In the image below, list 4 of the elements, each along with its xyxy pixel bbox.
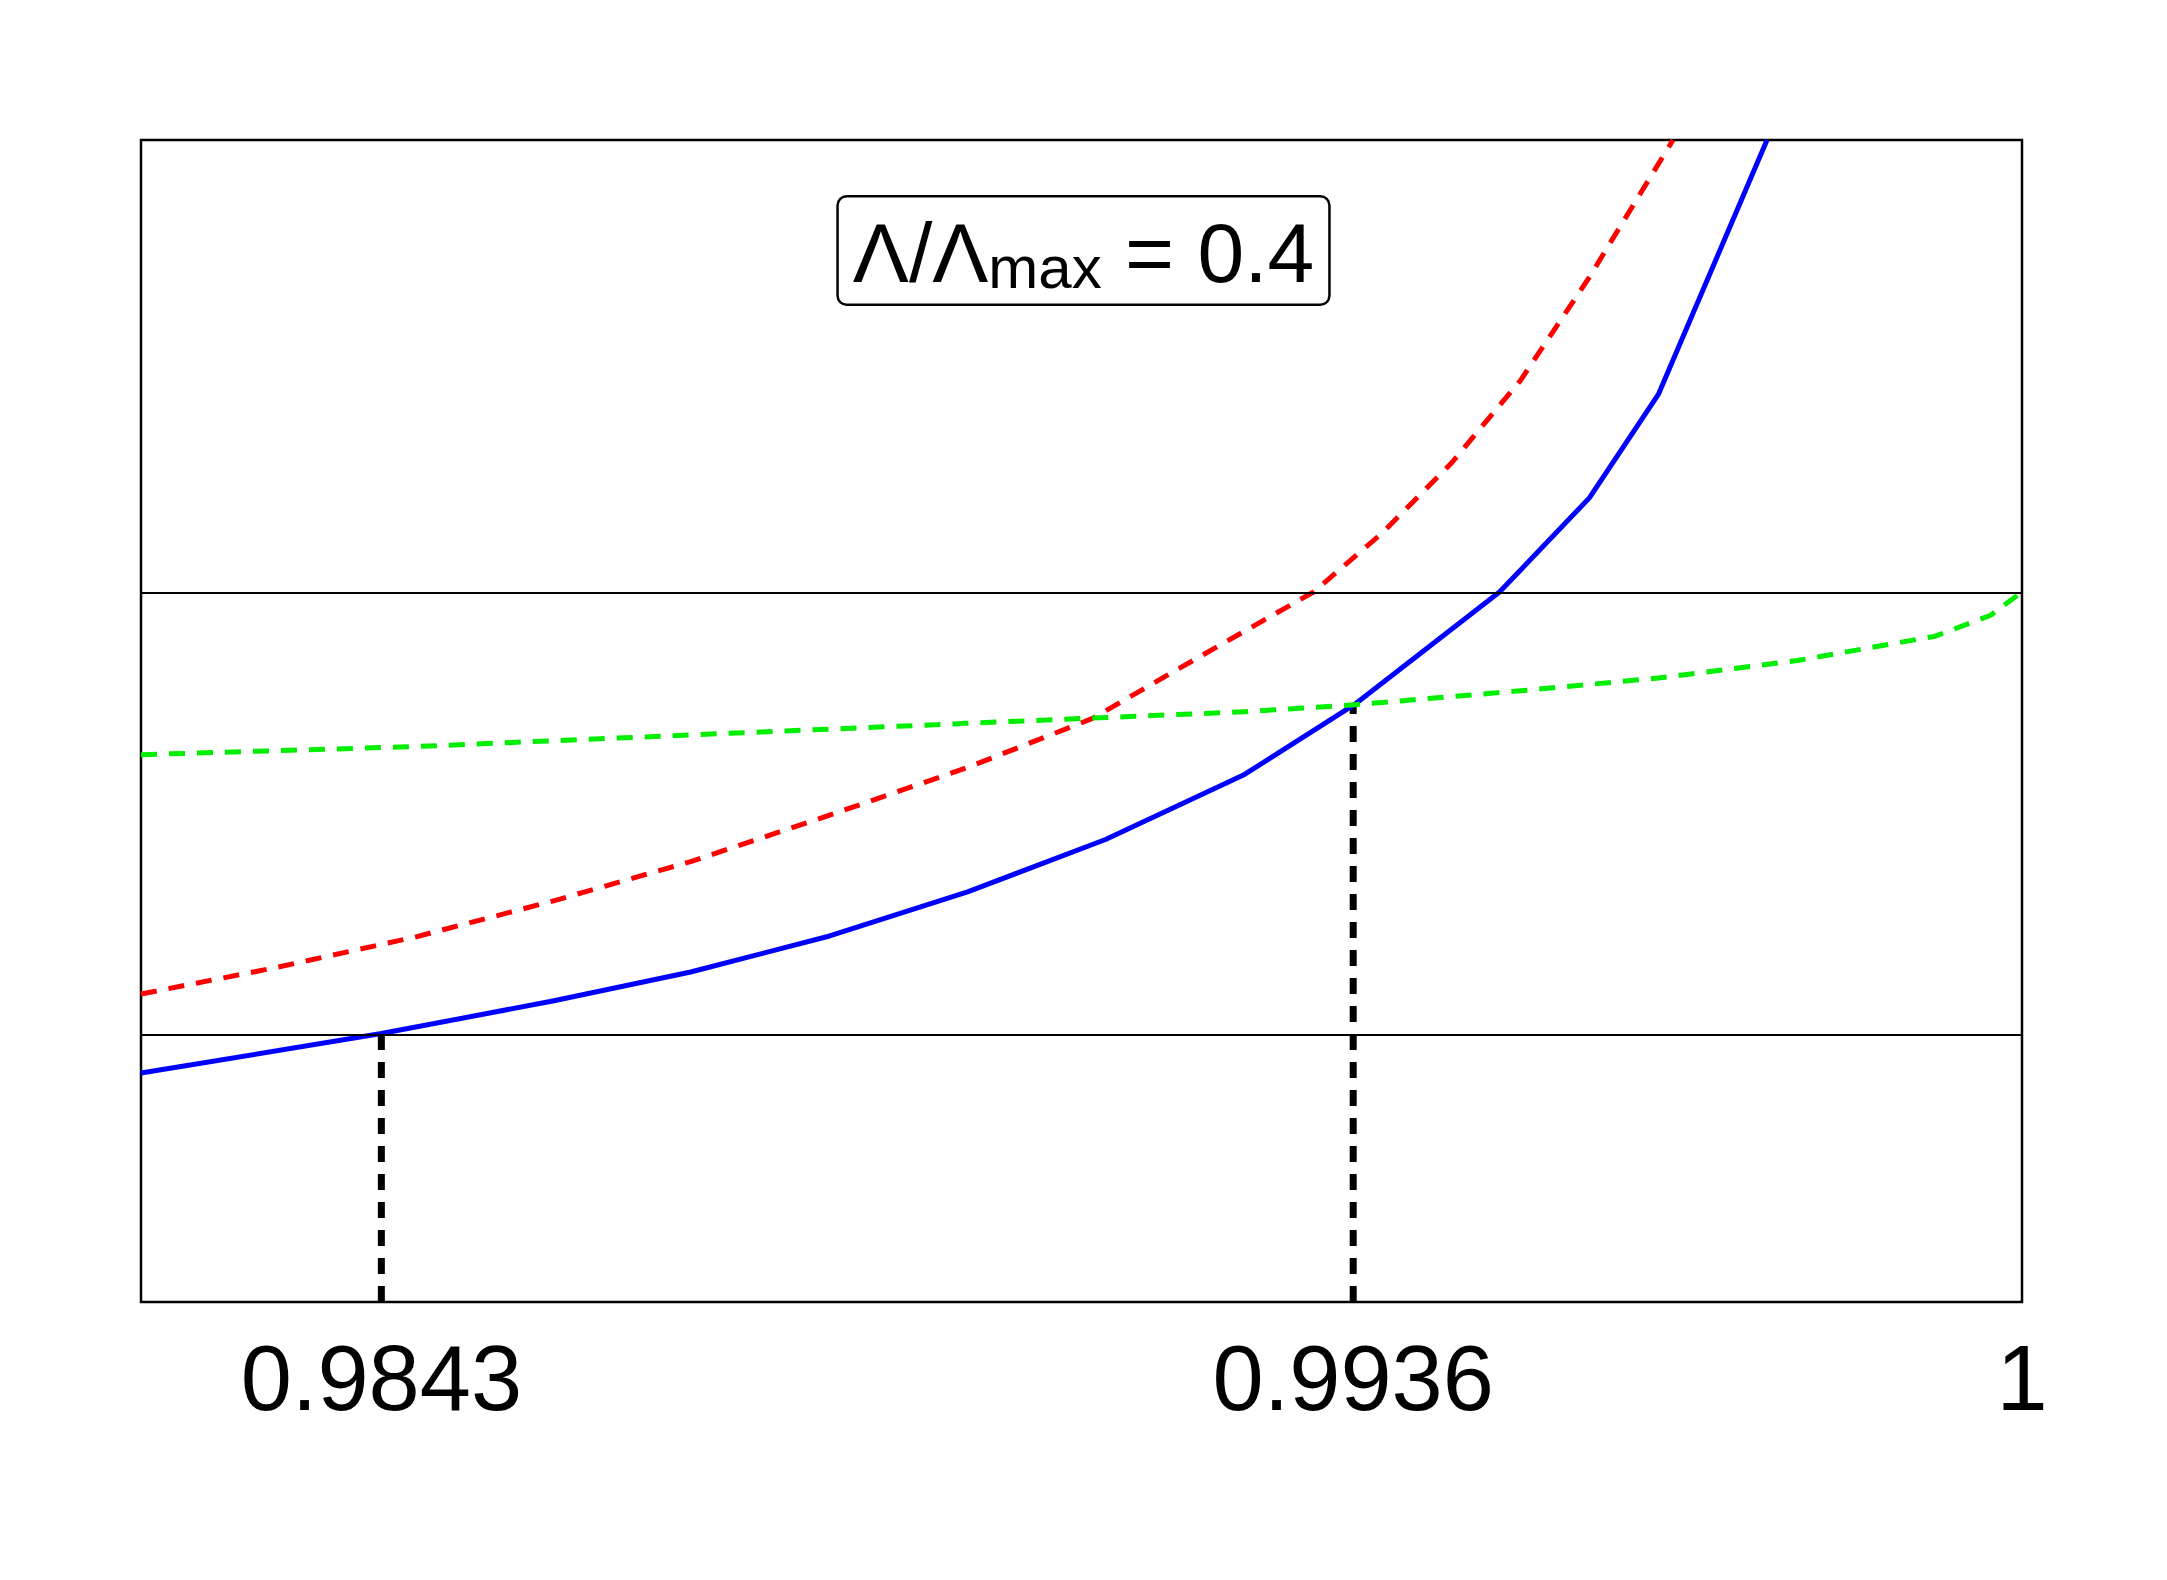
annotation: Λ/Λmax = 0.4 xyxy=(852,205,1315,301)
x-tick-label: 0.9936 xyxy=(1212,1327,1494,1429)
x-tick-label: 1 xyxy=(1996,1327,2048,1429)
x-tick-label: 0.9843 xyxy=(240,1327,523,1429)
